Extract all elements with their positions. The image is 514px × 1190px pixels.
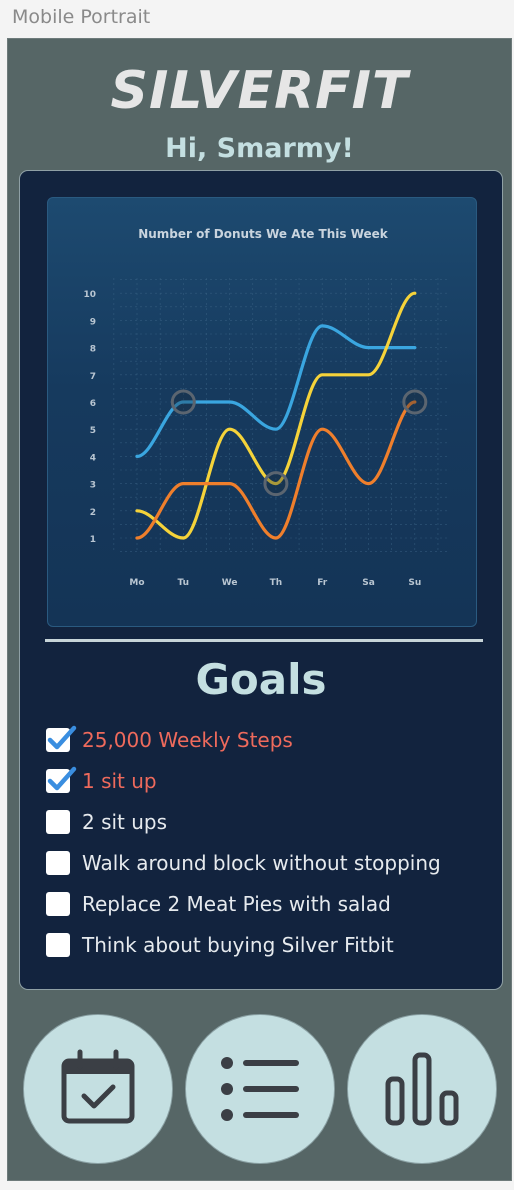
calendar-check-icon [61, 1049, 135, 1124]
divider [45, 639, 483, 642]
greeting-text: Hi, Smarmy! [165, 133, 354, 164]
series-line-1 [135, 324, 417, 458]
goal-label: 1 sit up [82, 768, 157, 793]
checkmark-icon [47, 725, 77, 749]
goal-label: Think about buying Silver Fitbit [82, 932, 394, 957]
bar-chart-icon [385, 1052, 459, 1126]
goal-label: Walk around block without stopping [82, 850, 441, 875]
mobile-screen: SILVERFIT Hi, Smarmy! Number of Donuts W… [7, 38, 512, 1181]
goal-item: 1 sit up [46, 760, 486, 801]
goal-checkbox[interactable] [46, 809, 70, 834]
y-tick-label: 9 [90, 317, 96, 327]
app-logo: SILVERFIT [110, 61, 409, 121]
goal-checkbox-checked[interactable] [46, 725, 77, 752]
y-tick-label: 2 [90, 508, 96, 518]
goal-item: 25,000 Weekly Steps [46, 719, 486, 760]
goal-item: Replace 2 Meat Pies with salad [46, 883, 486, 924]
y-tick-label: 10 [83, 290, 96, 300]
dashboard-card: Number of Donuts We Ate This Week 1 2 3 4 5 6 7… [19, 170, 503, 990]
list-icon [221, 1057, 299, 1121]
goal-checkbox[interactable] [46, 850, 70, 875]
y-tick-label: 7 [90, 372, 96, 382]
goal-item: Think about buying Silver Fitbit [46, 924, 486, 965]
goal-checkbox[interactable] [46, 891, 70, 916]
highlight-marker [170, 389, 196, 415]
x-tick-label: Tu [178, 578, 190, 588]
goal-item: 2 sit ups [46, 801, 486, 842]
x-tick-label: We [222, 578, 238, 588]
goal-item: Walk around block without stopping [46, 842, 486, 883]
goals-title: Goals [195, 655, 327, 704]
checkmark-icon [47, 766, 77, 790]
goals-list: 25,000 Weekly Steps 1 sit up 2 sit ups Wal… [46, 719, 486, 965]
series-line-2 [135, 291, 417, 540]
highlight-marker [263, 471, 289, 497]
window-title: Mobile Portrait [12, 6, 151, 28]
y-tick-label: 4 [90, 453, 96, 463]
donut-chart-panel: Number of Donuts We Ate This Week 1 2 3 4 5 6 7… [47, 197, 477, 627]
y-tick-label: 8 [90, 345, 96, 355]
x-tick-label: Su [408, 578, 421, 588]
goal-label: 25,000 Weekly Steps [82, 727, 293, 752]
calendar-nav-button[interactable] [23, 1014, 173, 1164]
y-tick-label: 5 [90, 426, 96, 436]
goal-label: Replace 2 Meat Pies with salad [82, 891, 391, 916]
chart-title: Number of Donuts We Ate This Week [138, 227, 389, 241]
stats-nav-button[interactable] [347, 1014, 497, 1164]
y-tick-label: 3 [90, 481, 96, 491]
x-tick-label: Mo [129, 578, 144, 588]
goal-checkbox[interactable] [46, 932, 70, 957]
x-tick-label: Sa [362, 578, 375, 588]
highlight-marker [402, 389, 428, 415]
list-nav-button[interactable] [185, 1014, 335, 1164]
goal-label: 2 sit ups [82, 809, 168, 834]
donut-line-chart: Number of Donuts We Ate This Week 1 2 3 4 5 6 7… [83, 227, 448, 588]
goal-checkbox-checked[interactable] [46, 766, 77, 793]
x-tick-label: Th [270, 578, 283, 588]
y-tick-label: 6 [90, 399, 96, 409]
y-tick-label: 1 [90, 535, 96, 545]
series-line-3 [135, 400, 417, 540]
x-tick-label: Fr [317, 578, 328, 588]
